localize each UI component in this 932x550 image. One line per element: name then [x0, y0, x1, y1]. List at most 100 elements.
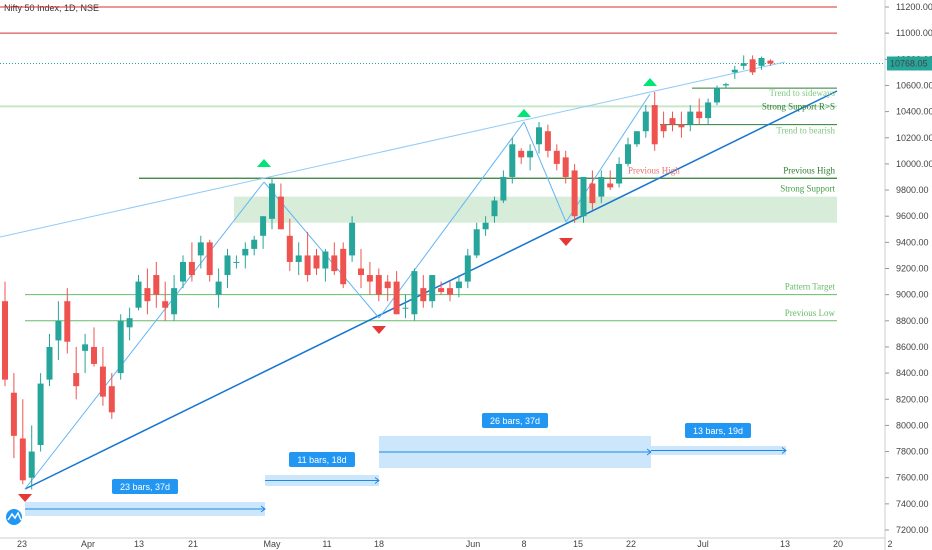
candle-body[interactable] — [19, 438, 26, 481]
candle-body[interactable] — [464, 255, 471, 282]
candle-body[interactable] — [366, 275, 373, 282]
candle-body[interactable] — [126, 318, 133, 328]
candle-body[interactable] — [99, 366, 106, 397]
candle-body[interactable] — [500, 176, 507, 201]
candle-body[interactable] — [518, 150, 525, 158]
candle-body[interactable] — [64, 301, 71, 342]
candle-body[interactable] — [429, 275, 436, 302]
bar-count-badge — [685, 423, 751, 438]
candle-body[interactable] — [108, 386, 115, 413]
candle-body[interactable] — [144, 288, 151, 302]
candle-body[interactable] — [162, 301, 169, 308]
candle-body[interactable] — [46, 346, 53, 380]
candle-body[interactable] — [313, 255, 320, 269]
candle-body[interactable] — [447, 288, 453, 295]
candle-body[interactable] — [358, 268, 364, 276]
candle-body[interactable] — [625, 144, 631, 164]
candle-body[interactable] — [571, 170, 578, 217]
candle-body[interactable] — [482, 222, 489, 230]
candle-body[interactable] — [82, 344, 89, 351]
candle-body[interactable] — [269, 183, 275, 219]
strong-support-zone[interactable] — [234, 196, 837, 223]
y-tick-label: 9000.00 — [896, 290, 929, 300]
candle-body[interactable] — [420, 288, 427, 302]
candle-body[interactable] — [242, 248, 249, 256]
x-tick-label: 20 — [833, 539, 843, 549]
candle-body[interactable] — [473, 229, 480, 256]
candle-body[interactable] — [455, 281, 462, 289]
candle-body[interactable] — [527, 150, 534, 158]
candle-body[interactable] — [206, 242, 213, 276]
upper-trendline[interactable] — [0, 61, 786, 238]
candle-body[interactable] — [91, 346, 97, 364]
candle-body[interactable] — [180, 261, 186, 282]
zigzag-line — [565, 93, 651, 223]
candle-body[interactable] — [233, 261, 240, 263]
candle-body[interactable] — [340, 248, 347, 285]
candle-body[interactable] — [714, 88, 720, 103]
candle-body[interactable] — [295, 255, 302, 262]
candle-body[interactable] — [598, 176, 605, 197]
candle-body[interactable] — [411, 271, 418, 315]
candle-body[interactable] — [607, 183, 614, 188]
candle-body[interactable] — [660, 124, 667, 132]
candle-body[interactable] — [55, 320, 62, 341]
candle-body[interactable] — [749, 59, 756, 73]
candle-body[interactable] — [669, 118, 676, 125]
candle-body[interactable] — [696, 111, 703, 119]
candle-body[interactable] — [322, 251, 329, 269]
candle-body[interactable] — [286, 235, 293, 262]
candle-body[interactable] — [562, 157, 569, 177]
candle-body[interactable] — [438, 288, 445, 293]
candle-body[interactable] — [197, 242, 204, 256]
candle-body[interactable] — [375, 275, 382, 295]
candle-body[interactable] — [491, 200, 498, 217]
candle-body[interactable] — [10, 392, 17, 436]
candle-body[interactable] — [536, 127, 542, 145]
candle-body[interactable] — [277, 196, 284, 230]
y-tick-label: 7400.00 — [896, 499, 929, 509]
candle-body[interactable] — [251, 239, 258, 249]
candle-body[interactable] — [153, 275, 160, 295]
candle-body[interactable] — [687, 111, 694, 125]
candle-body[interactable] — [37, 383, 44, 446]
candle-body[interactable] — [544, 131, 551, 151]
candle-body[interactable] — [384, 281, 391, 289]
candle-body[interactable] — [331, 255, 338, 272]
candle-body[interactable] — [553, 150, 560, 164]
candle-body[interactable] — [349, 222, 356, 256]
candle-body[interactable] — [633, 131, 640, 145]
candle-body[interactable] — [402, 307, 409, 309]
candle-body[interactable] — [589, 183, 596, 204]
candle-body[interactable] — [171, 288, 178, 315]
candle-body[interactable] — [616, 163, 623, 184]
candle-body[interactable] — [188, 261, 195, 276]
candle-body[interactable] — [580, 176, 587, 217]
candle-body[interactable] — [678, 124, 685, 128]
candle-body[interactable] — [722, 84, 729, 86]
candle-body[interactable] — [767, 60, 774, 64]
candle-body[interactable] — [509, 144, 516, 177]
support-rs-band — [0, 105, 837, 108]
candle-body[interactable] — [651, 105, 658, 145]
candle-body[interactable] — [28, 451, 35, 478]
candle-body[interactable] — [73, 373, 80, 387]
bar-range-arrowhead — [374, 477, 380, 484]
candle-body[interactable] — [117, 320, 124, 374]
candle-body[interactable] — [135, 281, 142, 308]
candle-body[interactable] — [642, 111, 649, 132]
candle-body[interactable] — [705, 102, 712, 119]
candle-body[interactable] — [758, 57, 765, 66]
candle-body[interactable] — [393, 281, 400, 315]
candle-body[interactable] — [740, 63, 747, 66]
y-tick-label: 8200.00 — [896, 394, 929, 404]
candle-body[interactable] — [224, 255, 231, 276]
bar-count-label: 11 bars, 18d — [297, 455, 346, 465]
candle-body[interactable] — [304, 255, 311, 276]
candle-body[interactable] — [215, 281, 222, 295]
candle-body[interactable] — [260, 216, 267, 236]
bar-count-badge — [289, 452, 355, 467]
candle-body[interactable] — [731, 69, 738, 73]
candle-body[interactable] — [2, 301, 8, 380]
